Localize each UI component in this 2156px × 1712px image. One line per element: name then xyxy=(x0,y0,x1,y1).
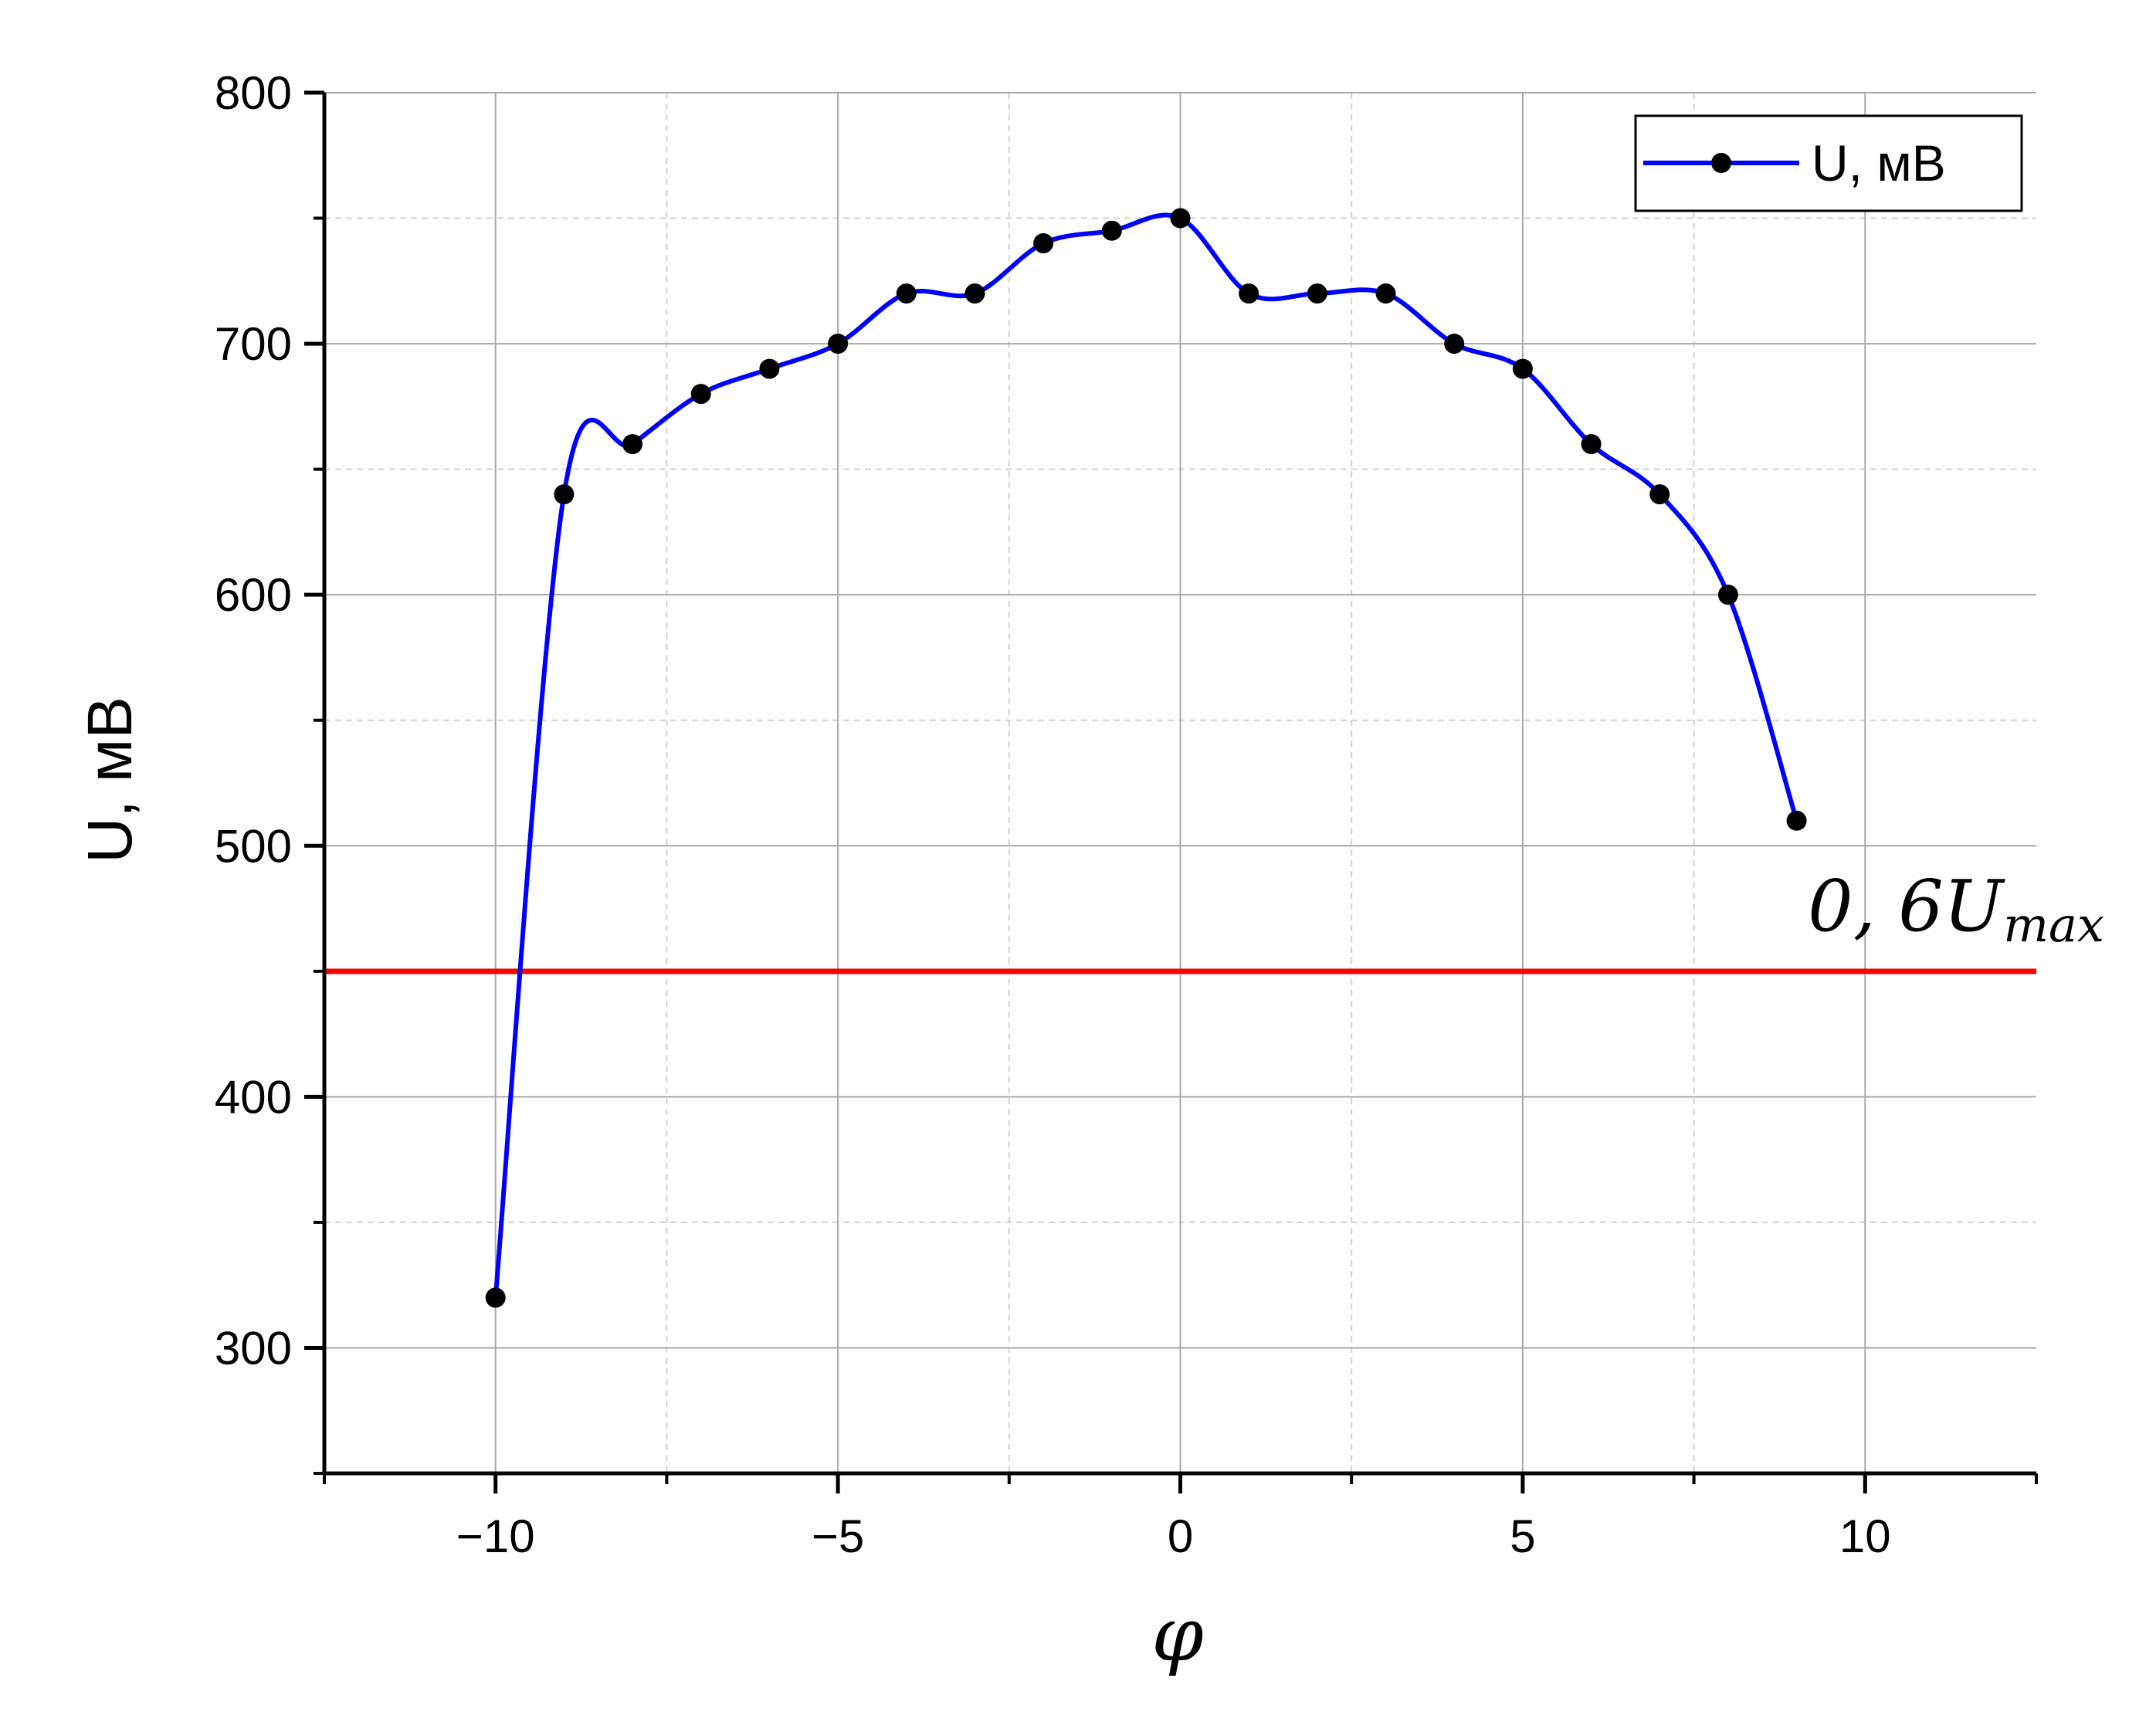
data-point xyxy=(759,358,780,379)
axes xyxy=(304,90,2038,1493)
y-tick-label: 300 xyxy=(215,1322,292,1374)
data-point xyxy=(690,384,711,405)
data-point xyxy=(964,283,985,304)
x-tick-label: 10 xyxy=(1839,1510,1891,1562)
y-tick-label: 500 xyxy=(215,820,292,872)
data-point xyxy=(485,1287,506,1308)
data-point xyxy=(1239,283,1259,304)
tick-labels: 300 400 500 600 700 800 −10 −5 0 5 10 xyxy=(215,67,1891,1562)
reference-line-label: 0, 6Umax xyxy=(1808,865,2104,953)
data-point xyxy=(1649,484,1670,505)
data-point xyxy=(1512,358,1533,379)
reference-label-main: 0, 6U xyxy=(1808,865,2006,948)
data-point xyxy=(554,484,575,505)
x-tick-label: −5 xyxy=(812,1510,864,1562)
data-point xyxy=(1101,220,1122,241)
data-point xyxy=(1170,208,1191,229)
reference-label-sub: max xyxy=(2003,897,2104,953)
x-tick-label: 5 xyxy=(1510,1510,1535,1562)
data-point xyxy=(1307,283,1327,304)
x-tick-label: 0 xyxy=(1168,1510,1193,1562)
series-group xyxy=(485,208,1807,1308)
legend-marker-sample xyxy=(1711,153,1731,173)
data-point xyxy=(828,334,849,354)
legend-label: U, мВ xyxy=(1812,134,1946,192)
y-tick-label: 700 xyxy=(215,318,292,370)
data-point xyxy=(1581,434,1602,455)
data-point xyxy=(622,434,643,455)
series-line xyxy=(493,212,1799,1298)
data-point xyxy=(1786,810,1807,831)
legend: U, мВ xyxy=(1634,114,2023,212)
data-point xyxy=(896,283,917,304)
grid xyxy=(324,92,2036,1473)
x-tick-label: −10 xyxy=(456,1510,535,1562)
y-tick-label: 600 xyxy=(215,569,292,621)
x-axis-title: φ xyxy=(1151,1592,1203,1678)
data-point xyxy=(1717,585,1738,605)
y-tick-label: 400 xyxy=(215,1071,292,1123)
y-axis-title: U, мВ xyxy=(75,697,145,863)
data-point xyxy=(1375,283,1396,304)
data-point xyxy=(1033,233,1054,254)
y-tick-label: 800 xyxy=(215,67,292,119)
data-point xyxy=(1444,334,1465,354)
